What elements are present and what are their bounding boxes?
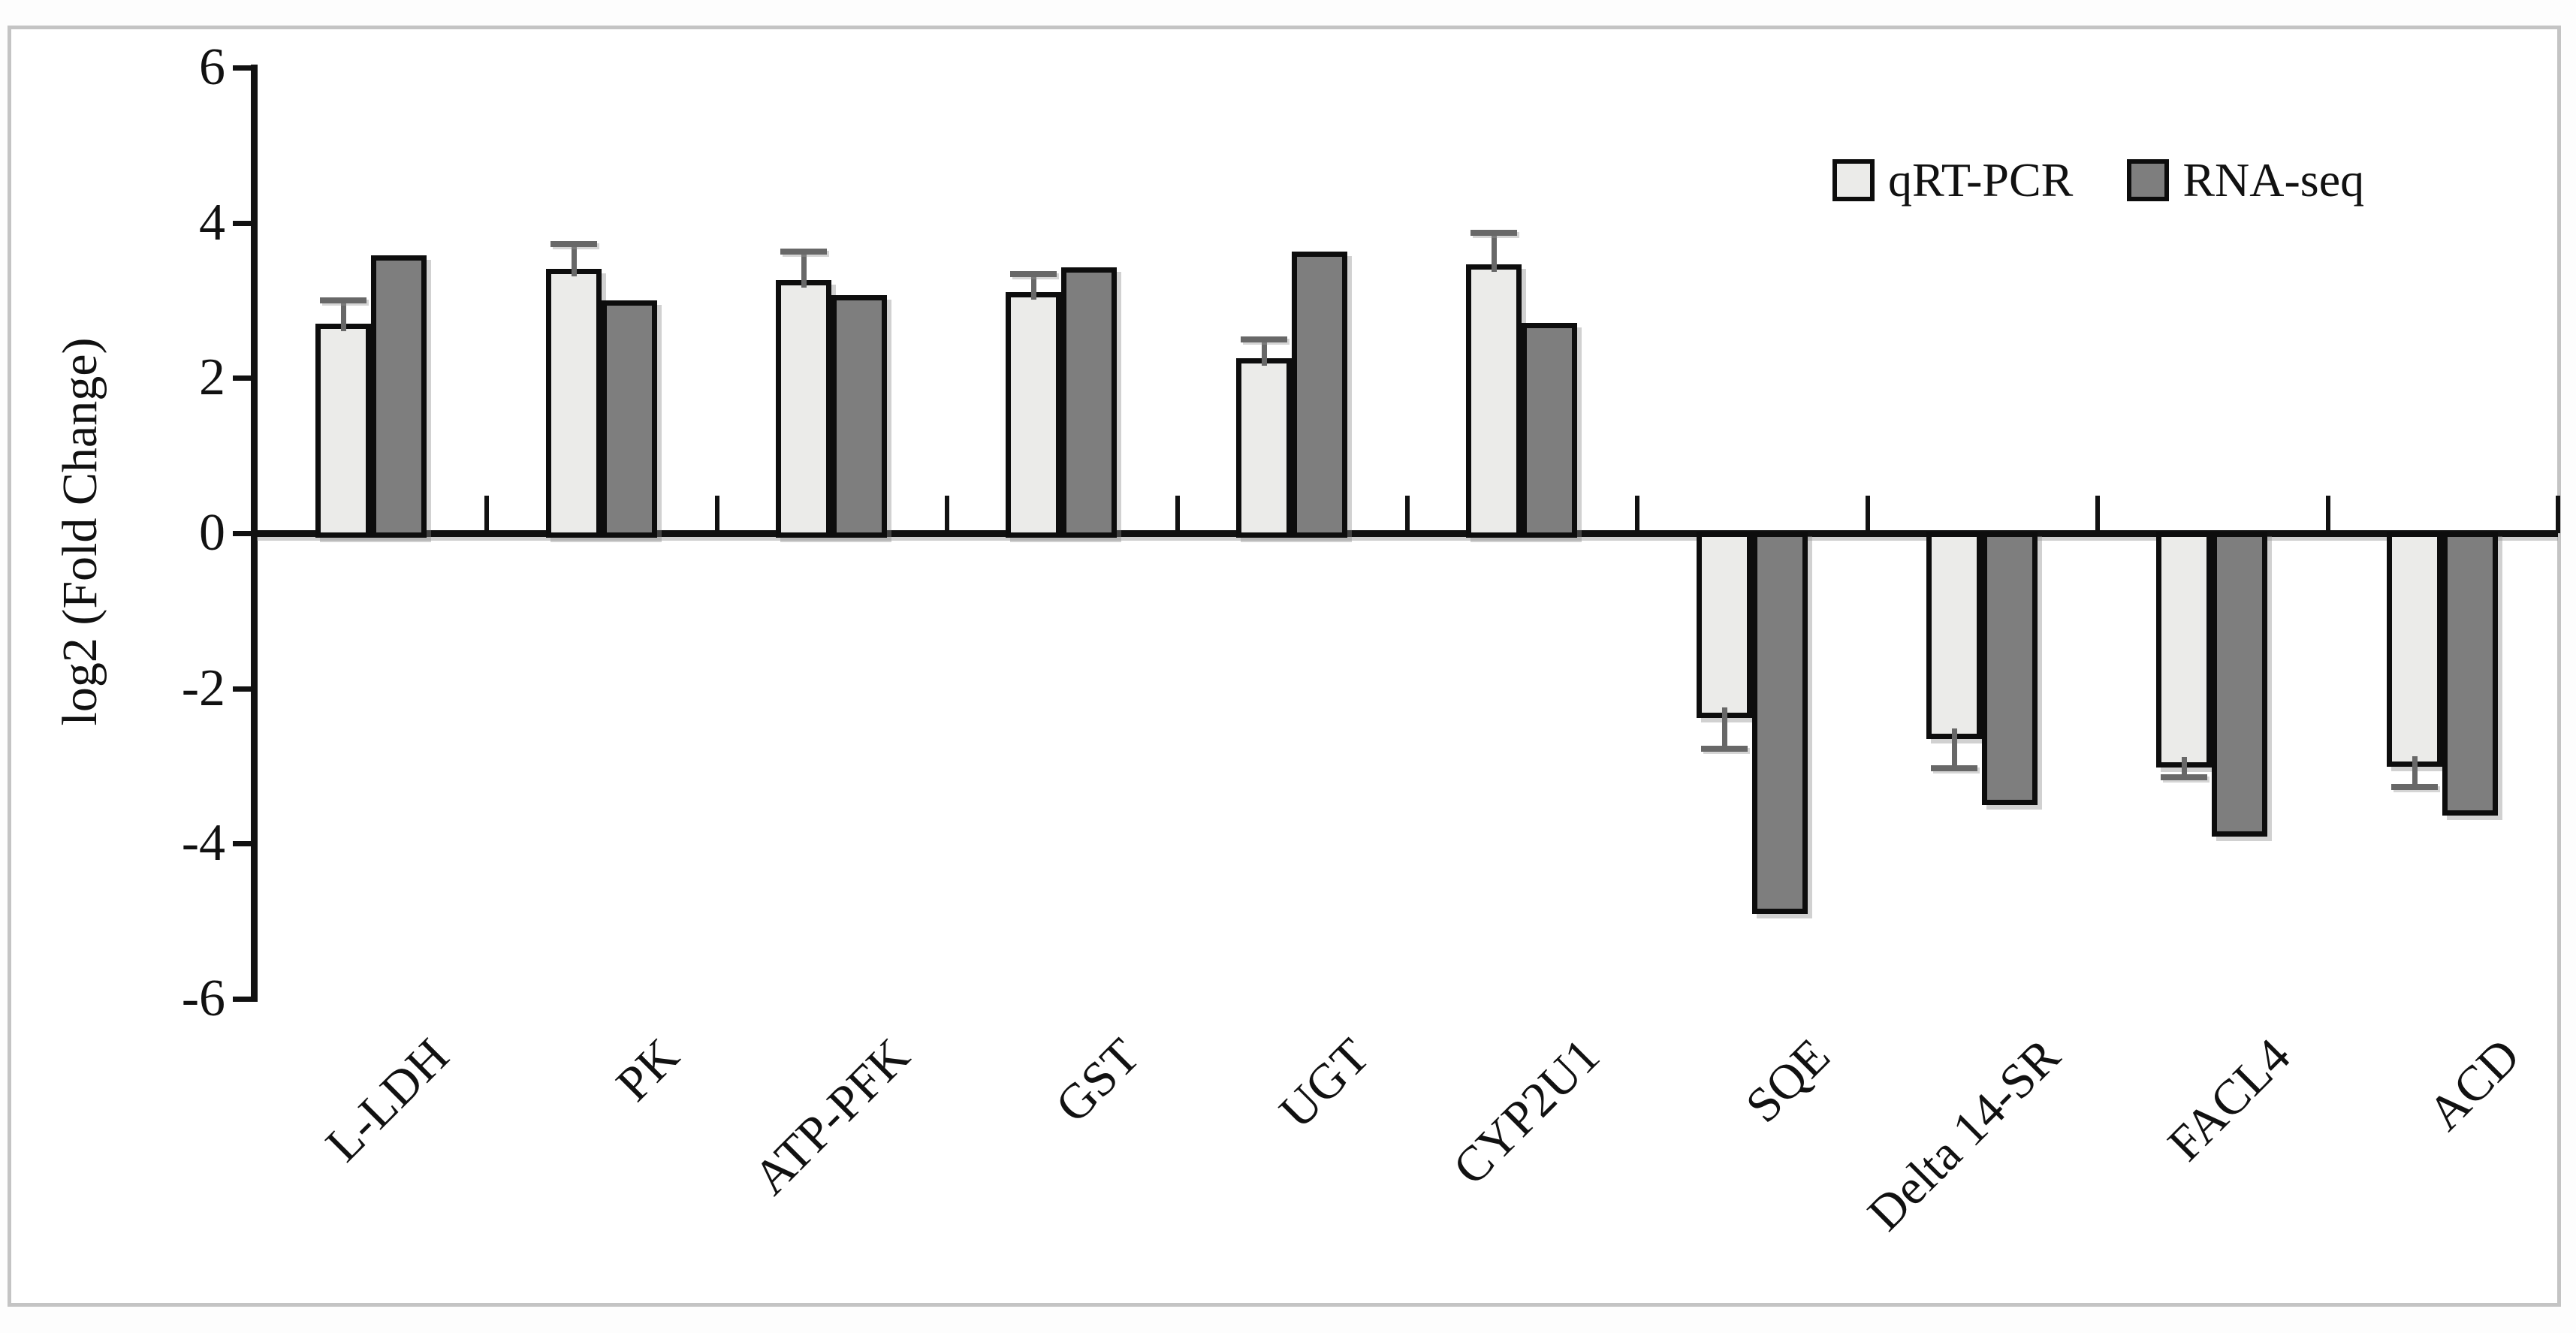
category-tick	[2556, 496, 2560, 533]
y-tick-label: 0	[199, 504, 225, 562]
x-category-label: SQE	[1735, 1028, 1841, 1133]
bar-qrt-pcr-ugt	[1235, 357, 1292, 538]
x-category-label: ATP-PFK	[743, 1028, 920, 1205]
bar-qrt-pcr-l-ldh	[315, 324, 372, 538]
bar-rna-seq-gst	[1061, 267, 1118, 538]
error-bar-line	[1261, 339, 1267, 366]
error-bar-line	[1031, 273, 1037, 300]
bar-rna-seq-facl4	[2212, 532, 2268, 837]
category-tick	[1175, 496, 1180, 533]
error-bar-line	[2182, 756, 2188, 778]
y-tick-label: 6	[199, 38, 225, 97]
error-bar-line	[2412, 755, 2418, 787]
legend-label: RNA-seq	[2182, 153, 2365, 207]
bar-qrt-pcr-gst	[1006, 291, 1062, 538]
y-axis-tick	[233, 65, 255, 71]
x-category-label: GST	[1045, 1028, 1151, 1133]
bar-qrt-pcr-pk	[545, 268, 602, 538]
bar-qrt-pcr-facl4	[2156, 532, 2213, 768]
x-category-label: Delta 14-SR	[1857, 1028, 2071, 1241]
error-bar-cap	[1470, 230, 1518, 237]
y-axis-tick	[233, 996, 255, 1002]
error-bar-cap	[1700, 746, 1748, 752]
error-bar-line	[1492, 233, 1498, 272]
error-bar-line	[1952, 728, 1957, 768]
bar-rna-seq-l-ldh	[371, 255, 427, 538]
bar-rna-seq-acd	[2442, 532, 2498, 816]
bar-qrt-pcr-sqe	[1696, 532, 1752, 718]
y-tick-label: -4	[181, 814, 225, 873]
error-bar-line	[801, 252, 807, 288]
y-axis-tick	[233, 375, 255, 382]
category-tick	[1865, 496, 1870, 533]
error-bar-cap	[1931, 765, 1977, 771]
bar-qrt-pcr-acd	[2386, 532, 2442, 767]
x-category-label: FACL4	[2157, 1028, 2301, 1172]
x-category-label: UGT	[1269, 1028, 1380, 1139]
error-bar-line	[571, 243, 577, 276]
legend-swatch	[1832, 159, 1875, 201]
error-bar-cap	[780, 249, 827, 255]
bar-rna-seq-cyp2u1	[1522, 323, 1578, 538]
bar-rna-seq-pk	[601, 300, 657, 538]
error-bar-cap	[320, 297, 367, 304]
y-axis-tick	[233, 531, 255, 536]
y-tick-label: -2	[181, 659, 225, 717]
x-category-label: L-LDH	[315, 1028, 460, 1172]
bar-qrt-pcr-delta-14-sr	[1926, 532, 1982, 739]
error-bar-line	[341, 300, 347, 332]
error-bar-cap	[2161, 774, 2208, 781]
y-tick-label: 2	[199, 348, 225, 407]
legend-item-qrt-pcr: qRT-PCR	[1832, 153, 2074, 207]
bar-qrt-pcr-atp-pfk	[776, 280, 831, 538]
legend-label: qRT-PCR	[1888, 153, 2074, 207]
bar-rna-seq-atp-pfk	[831, 294, 887, 538]
x-category-label: ACD	[2418, 1028, 2531, 1141]
bar-rna-seq-delta-14-sr	[1982, 532, 2038, 806]
y-tick-label: -6	[181, 969, 225, 1027]
x-category-label: PK	[606, 1028, 690, 1112]
bar-rna-seq-ugt	[1291, 252, 1347, 538]
category-tick	[1405, 496, 1410, 533]
bar-rna-seq-sqe	[1751, 532, 1808, 915]
figure-frame	[8, 26, 2561, 1307]
error-bar-line	[1721, 707, 1727, 749]
category-tick	[2325, 496, 2330, 533]
category-tick	[2095, 496, 2101, 533]
category-tick	[714, 496, 719, 533]
category-tick	[1635, 496, 1640, 533]
error-bar-cap	[1240, 336, 1287, 342]
y-axis-tick	[233, 686, 255, 692]
legend-item-rna-seq: RNA-seq	[2127, 153, 2365, 207]
category-tick	[945, 496, 950, 533]
bar-qrt-pcr-cyp2u1	[1466, 264, 1522, 538]
y-axis-tick	[233, 841, 255, 847]
x-category-label: CYP2U1	[1443, 1028, 1610, 1196]
error-bar-cap	[1010, 270, 1057, 277]
category-tick	[484, 496, 490, 533]
y-axis-tick	[233, 220, 255, 226]
y-tick-label: 4	[199, 193, 225, 252]
legend: qRT-PCR RNA-seq	[1832, 153, 2365, 207]
x-axis-line	[257, 530, 2558, 537]
error-bar-cap	[550, 240, 597, 247]
legend-swatch	[2127, 159, 2170, 201]
error-bar-cap	[2390, 783, 2438, 790]
